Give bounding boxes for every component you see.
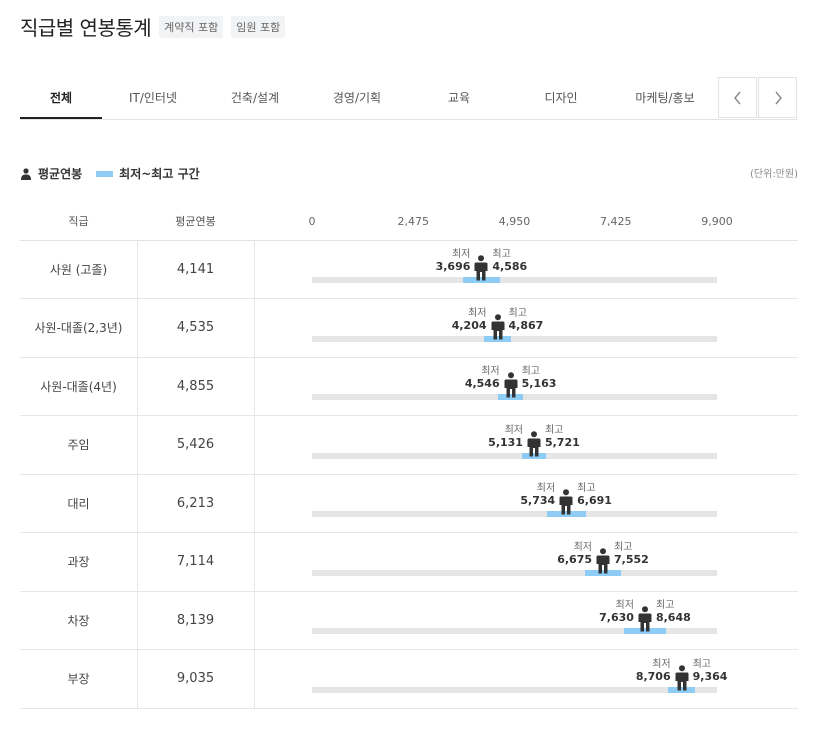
table-row: 사원 (고졸) 4,141 최저 3,696 최고 4,586 [20, 240, 798, 299]
max-salary-label: 최고 5,163 [521, 366, 557, 390]
max-salary-label: 최고 8,648 [655, 600, 691, 624]
table-header: 직급 평균연봉 0 2,475 4,950 7,425 9,900 [20, 203, 798, 241]
max-salary-label: 최고 4,586 [492, 249, 528, 273]
table-row: 주임 5,426 최저 5,131 최고 5,721 [20, 415, 798, 475]
max-salary-label: 최고 4,867 [508, 307, 544, 332]
rank-label: 사원 (고졸) [20, 240, 138, 298]
tab-design[interactable]: 디자인 [544, 91, 578, 105]
range-track [312, 511, 717, 517]
x-tick-label: 7,425 [600, 215, 632, 228]
min-salary-label: 최저 4,204 [451, 307, 487, 332]
rank-label: 주임 [20, 415, 138, 474]
min-salary-label: 최저 8,706 [635, 658, 671, 683]
salary-range-bar [497, 394, 524, 400]
person-icon [21, 167, 31, 180]
table-row: 차장 8,139 최저 7,630 최고 8,648 [20, 591, 798, 650]
average-salary-value: 7,114 [137, 532, 255, 591]
average-salary-value: 9,035 [137, 649, 255, 708]
x-tick-label: 0 [308, 215, 316, 228]
max-salary-label: 최고 9,364 [692, 658, 728, 683]
header-rank: 직급 [68, 215, 89, 228]
x-tick-label: 4,950 [498, 215, 531, 228]
min-salary-label: 최저 4,546 [464, 366, 500, 390]
rank-label: 차장 [20, 591, 138, 649]
tab-all[interactable]: 전체 [20, 77, 102, 119]
salary-range-bar [668, 686, 696, 693]
salary-range-bar [483, 335, 512, 342]
average-person-icon [526, 430, 542, 457]
average-person-icon [674, 664, 690, 691]
range-track [312, 335, 717, 342]
chart-legend: 평균연봉 최저~최고 구간 [20, 165, 200, 182]
legend-range-label: 최저~최고 구간 [119, 167, 200, 181]
average-person-icon [637, 606, 653, 632]
rank-label: 대리 [20, 474, 138, 532]
max-salary-label: 최고 6,691 [577, 483, 612, 507]
page-title: 직급별 연봉통계 [20, 16, 152, 40]
tag-contract-included: 계약직 포함 [159, 15, 224, 38]
title-row: 직급별 연봉통계 계약직 포함 임원 포함 [20, 12, 286, 41]
range-track [312, 277, 717, 283]
range-track [312, 569, 717, 576]
range-track [312, 628, 717, 634]
tab-marketing[interactable]: 마케팅/홍보 [635, 91, 695, 105]
average-person-icon [595, 547, 611, 574]
table-row: 대리 6,213 최저 5,734 최고 6,691 [20, 474, 798, 533]
x-tick-label: 9,900 [701, 215, 733, 228]
legend-range-swatch [96, 170, 114, 177]
rank-label: 사원-대졸(4년) [20, 357, 138, 415]
average-person-icon [490, 313, 506, 340]
min-salary-label: 최저 5,734 [520, 483, 556, 507]
x-tick-label: 2,475 [397, 215, 430, 228]
rank-label: 사원-대졸(2,3년) [20, 298, 138, 357]
tabs-next-button[interactable] [758, 77, 797, 118]
tab-management[interactable]: 경영/기획 [332, 91, 382, 105]
min-salary-label: 최저 7,630 [599, 600, 634, 624]
chevron-left-icon [733, 91, 741, 104]
unit-label: (단위:만원) [750, 169, 798, 180]
salary-range-bar [585, 569, 621, 576]
min-salary-label: 최저 6,675 [557, 541, 593, 566]
average-person-icon [473, 255, 489, 281]
tab-education[interactable]: 교육 [447, 91, 471, 105]
average-salary-value: 4,535 [137, 298, 255, 357]
legend-average-label: 평균연봉 [38, 167, 83, 181]
average-salary-value: 6,213 [137, 474, 255, 532]
category-tabs: 전체 IT/인터넷 건축/설계 경영/기획 교육 디자인 마케팅/홍보 [20, 77, 798, 120]
max-salary-label: 최고 7,552 [614, 541, 649, 566]
average-salary-value: 4,855 [137, 357, 255, 415]
average-salary-value: 5,426 [137, 415, 255, 474]
min-salary-label: 최저 5,131 [488, 424, 523, 449]
chevron-right-icon [774, 91, 782, 104]
table-row: 부장 9,035 최저 8,706 최고 9,364 [20, 649, 798, 709]
average-person-icon [558, 489, 574, 515]
salary-range-bar [463, 277, 500, 283]
average-salary-value: 8,139 [137, 591, 255, 649]
table-row: 사원-대졸(2,3년) 4,535 최저 4,204 최고 4,867 [20, 298, 798, 358]
tag-executive-included: 임원 포함 [231, 15, 286, 38]
salary-range-bar [546, 511, 586, 517]
tab-it-internet[interactable]: IT/인터넷 [128, 91, 178, 105]
rank-label: 과장 [20, 532, 138, 591]
tab-architecture[interactable]: 건축/설계 [230, 91, 280, 105]
max-salary-label: 최고 5,721 [544, 424, 580, 449]
table-row: 과장 7,114 최저 6,675 최고 7,552 [20, 532, 798, 592]
salary-range-bar [521, 452, 547, 459]
range-track [312, 452, 717, 459]
table-row: 사원-대졸(4년) 4,855 최저 4,546 최고 5,163 [20, 357, 798, 416]
tabs-prev-button[interactable] [718, 77, 757, 118]
range-track [312, 686, 717, 693]
min-salary-label: 최저 3,696 [435, 249, 471, 273]
salary-range-bar [624, 628, 666, 634]
average-person-icon [503, 372, 519, 398]
header-average: 평균연봉 [175, 215, 216, 228]
average-salary-value: 4,141 [137, 240, 255, 298]
rank-label: 부장 [20, 649, 138, 708]
